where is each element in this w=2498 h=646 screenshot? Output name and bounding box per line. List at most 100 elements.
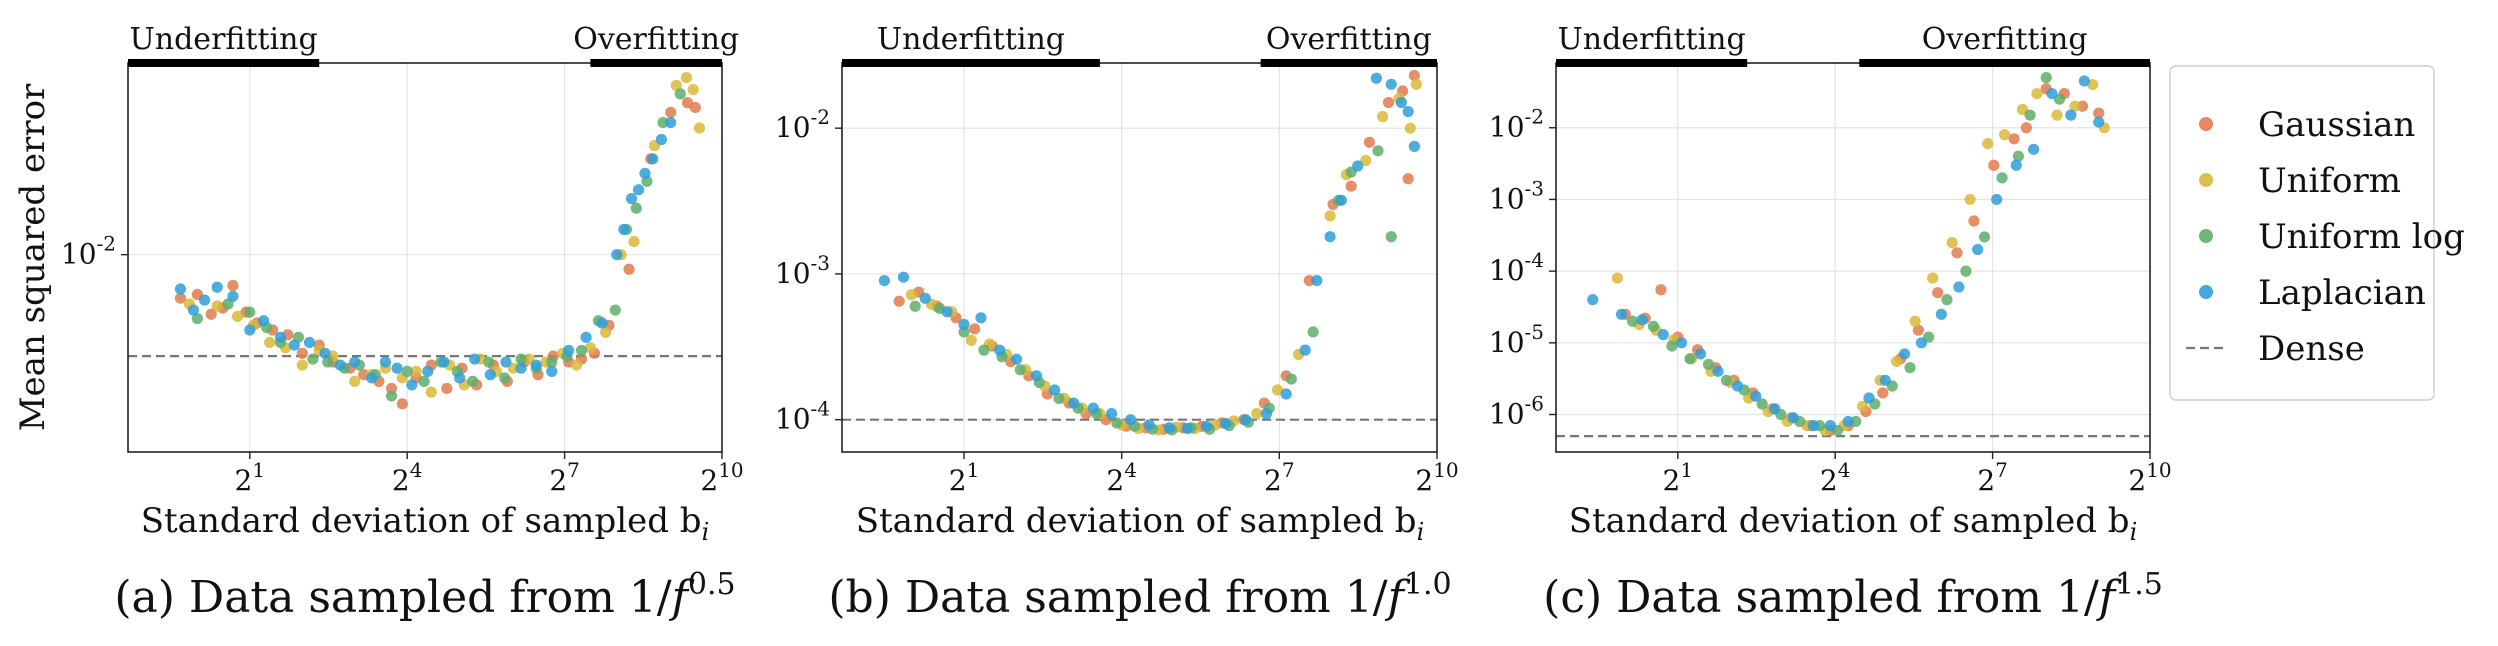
data-point [1982, 138, 1994, 150]
data-point [1239, 414, 1252, 426]
data-point [303, 336, 316, 349]
data-point [1408, 140, 1420, 152]
legend-marker [2199, 173, 2213, 187]
data-point [401, 365, 413, 377]
x-tick-label: 21 [949, 458, 980, 497]
data-point [1280, 388, 1292, 400]
data-point [674, 88, 686, 100]
data-point [1787, 412, 1799, 424]
data-point [563, 344, 575, 357]
data-point [1941, 294, 1953, 306]
series-gaussian [893, 69, 1420, 435]
data-point [379, 356, 392, 368]
data-point [1402, 173, 1414, 185]
x-axis-label-subscript: i [2130, 518, 2138, 546]
data-point [680, 71, 693, 84]
data-point [978, 344, 990, 356]
data-point [1402, 105, 1414, 118]
x-tick-exp: 7 [1282, 458, 1295, 482]
data-point [1299, 344, 1311, 356]
data-point [499, 372, 511, 384]
plot-frame [1555, 62, 2151, 453]
data-point [2093, 107, 2105, 119]
region-bar [590, 59, 722, 67]
data-point [1988, 159, 2000, 171]
region-label: Overfitting [1266, 22, 1432, 57]
data-point [2078, 75, 2090, 87]
data-point [1904, 362, 1916, 374]
data-point [1311, 274, 1323, 287]
caption-exponent: 1.0 [1404, 567, 1452, 602]
data-point [1324, 210, 1336, 222]
data-point [1087, 402, 1099, 414]
region-label: Underfitting [877, 22, 1065, 57]
data-point [1694, 348, 1707, 360]
data-point [1731, 380, 1744, 392]
data-point [530, 359, 542, 371]
data-point [1702, 358, 1715, 371]
data-point [1991, 193, 2003, 206]
series-laplacian [174, 116, 677, 391]
y-tick-exp: -3 [1525, 176, 1544, 200]
x-tick-label: 27 [1977, 458, 2008, 497]
data-point [994, 344, 1006, 356]
data-point [2051, 109, 2063, 121]
x-tick-exp: 1 [252, 458, 265, 482]
data-point [2031, 87, 2043, 100]
data-point [1626, 315, 1639, 327]
data-point [575, 344, 588, 357]
region-label: Overfitting [573, 22, 739, 57]
data-point [1143, 419, 1155, 431]
x-tick-label: 21 [235, 458, 266, 497]
x-tick-base: 2 [1977, 464, 1995, 497]
data-point [628, 235, 640, 248]
series-laplacian [878, 72, 1420, 435]
y-tick-base: 10 [775, 257, 811, 290]
data-point [546, 365, 558, 377]
data-point [1163, 422, 1175, 434]
data-point [1181, 422, 1193, 435]
data-point [1345, 180, 1357, 192]
data-point [211, 281, 223, 293]
x-axis-label: Standard deviation of sampled bi [1569, 501, 2138, 546]
data-point [1200, 420, 1213, 432]
data-point [1932, 287, 1944, 299]
x-tick-label: 210 [700, 458, 743, 497]
data-point [1030, 370, 1043, 382]
data-point [385, 390, 398, 402]
data-point [2046, 87, 2058, 100]
series-gaussian [1619, 83, 2105, 437]
data-point [1636, 314, 1648, 326]
x-axis-label-text: Standard deviation of sampled b [1569, 501, 2130, 541]
data-point [1010, 353, 1023, 365]
data-point [1720, 374, 1733, 386]
data-point [1879, 374, 1891, 386]
region-bar [128, 59, 320, 67]
data-point [366, 372, 378, 384]
data-point [965, 334, 977, 346]
data-point [1377, 111, 1389, 123]
data-point [227, 290, 239, 302]
data-point [941, 306, 953, 318]
data-point [584, 342, 597, 354]
legend-entry-uniform: Uniform [2199, 161, 2401, 201]
data-point [596, 317, 608, 329]
data-point [1877, 387, 1889, 399]
x-axis-label-subscript: i [1417, 518, 1425, 546]
data-point [454, 372, 466, 384]
data-point [1964, 193, 1976, 206]
x-tick-base: 2 [2128, 464, 2146, 497]
y-tick-exp: -6 [1525, 392, 1544, 416]
data-point [1068, 397, 1080, 409]
data-point [969, 323, 981, 335]
data-point [231, 310, 244, 322]
data-point [2053, 93, 2066, 105]
data-point [1712, 365, 1724, 377]
x-tick-label: 27 [549, 458, 580, 497]
data-point [687, 83, 699, 96]
data-point [665, 106, 677, 118]
data-point [1915, 337, 1928, 349]
data-point [349, 356, 361, 368]
data-point [1014, 364, 1026, 376]
